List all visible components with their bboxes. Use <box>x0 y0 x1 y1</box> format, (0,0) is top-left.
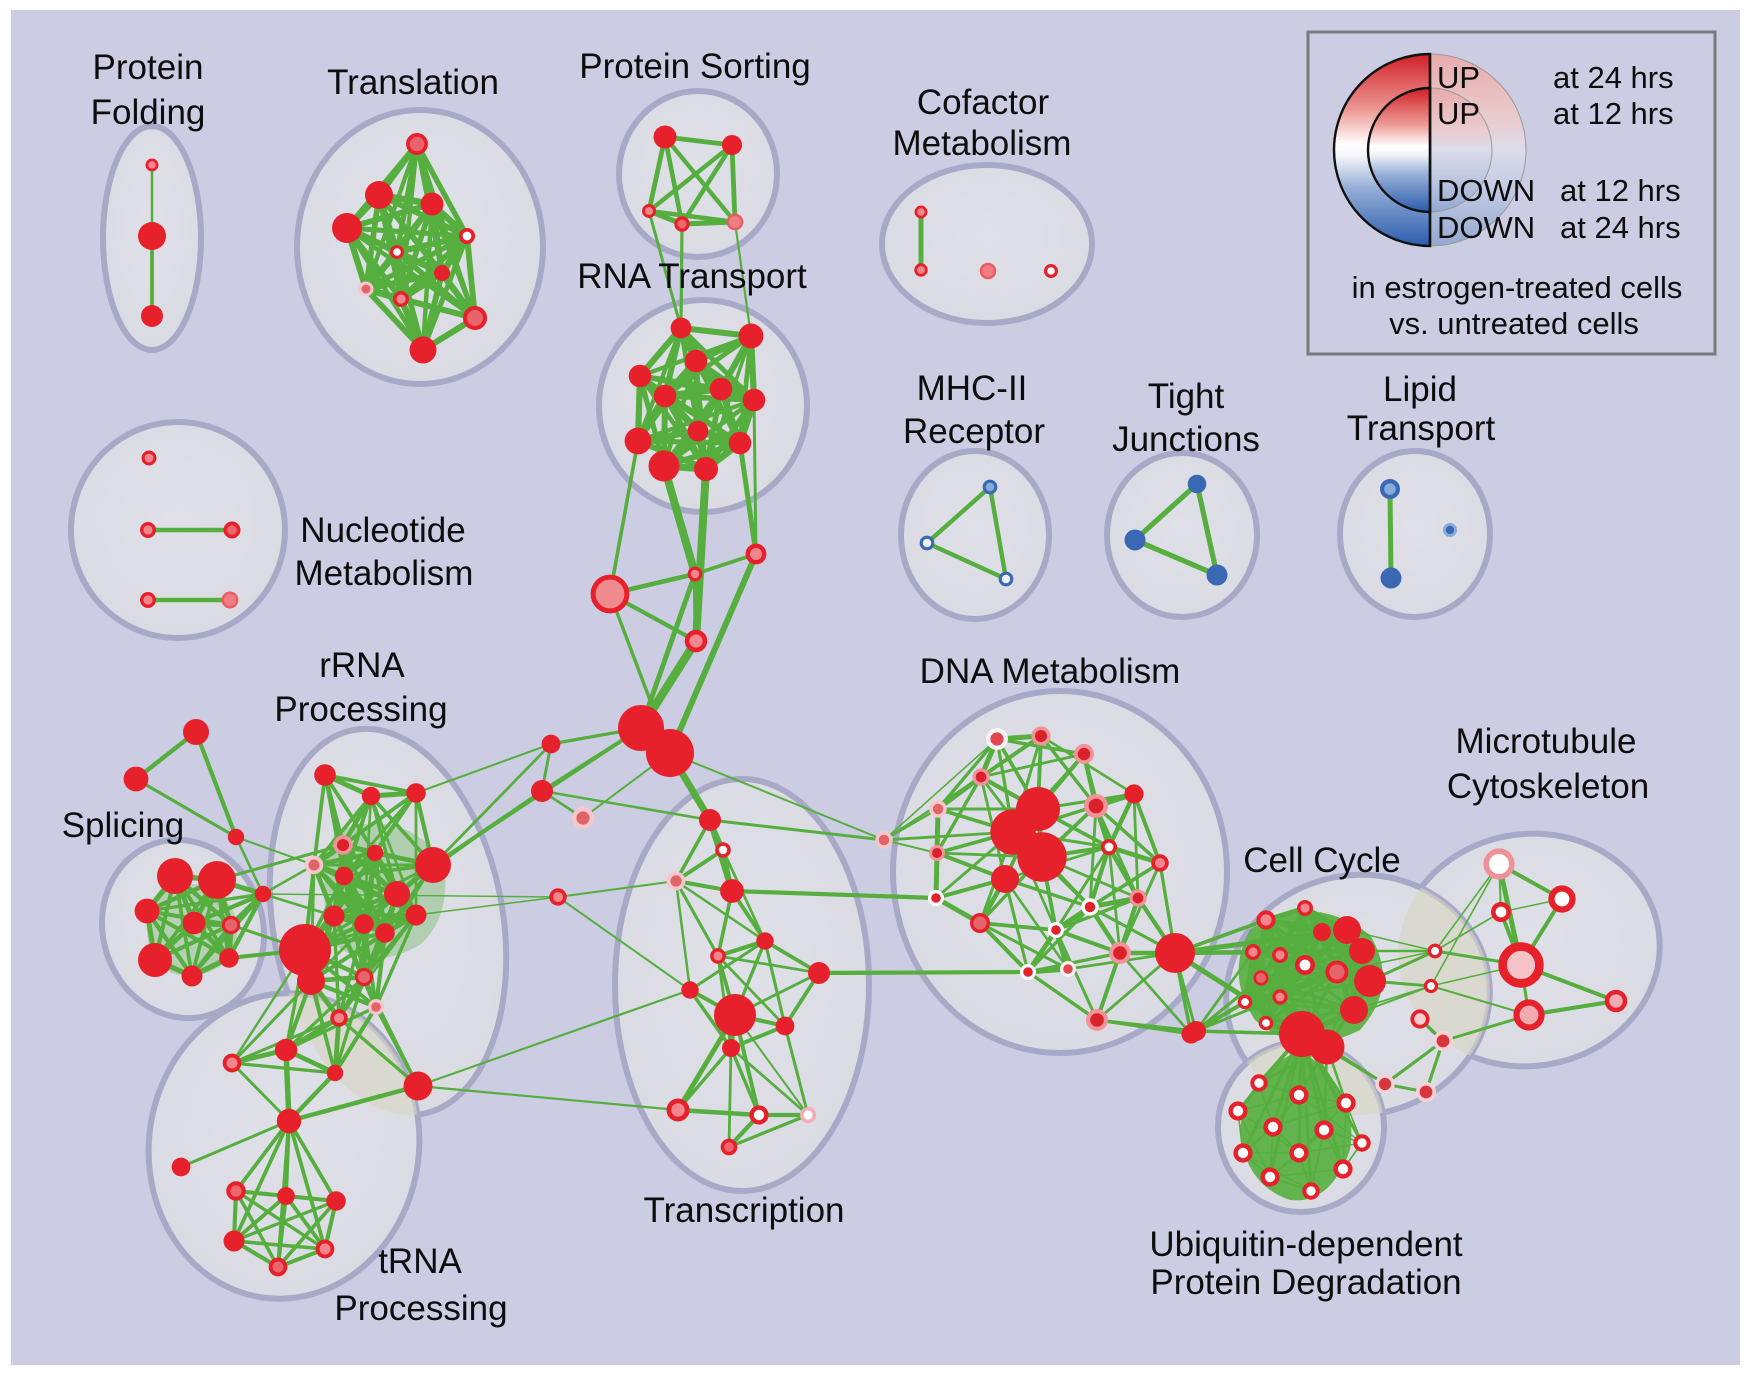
svg-text:Transcription: Transcription <box>644 1191 845 1230</box>
svg-text:Metabolism: Metabolism <box>295 554 474 593</box>
svg-text:Junctions: Junctions <box>1112 420 1260 459</box>
svg-text:Transport: Transport <box>1347 409 1496 448</box>
svg-text:Nucleotide: Nucleotide <box>300 511 465 550</box>
svg-text:Processing: Processing <box>334 1289 507 1328</box>
svg-text:DOWN: DOWN <box>1437 173 1535 208</box>
svg-text:tRNA: tRNA <box>378 1242 462 1281</box>
svg-text:at 12 hrs: at 12 hrs <box>1553 96 1674 131</box>
svg-text:in estrogen-treated cells: in estrogen-treated cells <box>1352 270 1683 305</box>
svg-text:DOWN: DOWN <box>1437 210 1535 245</box>
svg-text:Metabolism: Metabolism <box>893 124 1072 163</box>
svg-text:Protein Degradation: Protein Degradation <box>1150 1263 1461 1302</box>
svg-text:vs. untreated cells: vs. untreated cells <box>1389 306 1639 341</box>
svg-text:UP: UP <box>1437 96 1480 131</box>
svg-text:Cytoskeleton: Cytoskeleton <box>1447 767 1649 806</box>
svg-text:Folding: Folding <box>91 93 206 132</box>
svg-text:Cell Cycle: Cell Cycle <box>1243 841 1401 880</box>
svg-text:RNA Transport: RNA Transport <box>577 257 807 296</box>
svg-text:DNA Metabolism: DNA Metabolism <box>920 652 1181 691</box>
svg-text:MHC-II: MHC-II <box>917 369 1028 408</box>
svg-text:Ubiquitin-dependent: Ubiquitin-dependent <box>1149 1225 1463 1264</box>
svg-text:Lipid: Lipid <box>1383 370 1457 409</box>
svg-text:Translation: Translation <box>327 63 499 102</box>
svg-text:Cofactor: Cofactor <box>917 83 1050 122</box>
svg-text:rRNA: rRNA <box>319 646 405 685</box>
svg-text:at 24 hrs: at 24 hrs <box>1553 60 1674 95</box>
svg-text:Processing: Processing <box>274 690 447 729</box>
svg-text:UP: UP <box>1437 60 1480 95</box>
svg-text:Tight: Tight <box>1148 377 1225 416</box>
svg-text:Receptor: Receptor <box>903 412 1045 451</box>
svg-text:Splicing: Splicing <box>62 806 185 845</box>
svg-text:Protein Sorting: Protein Sorting <box>579 47 811 86</box>
svg-text:Microtubule: Microtubule <box>1456 722 1637 761</box>
svg-text:Protein: Protein <box>93 48 204 87</box>
svg-text:at 24 hrs: at 24 hrs <box>1560 210 1681 245</box>
svg-text:at 12 hrs: at 12 hrs <box>1560 173 1681 208</box>
